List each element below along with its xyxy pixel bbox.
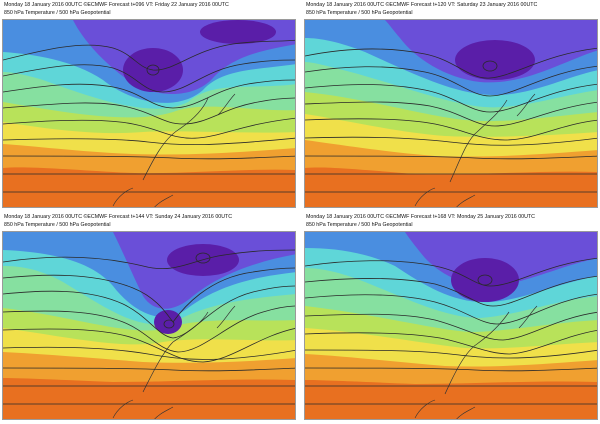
panel-title: Monday 18 January 2016 00UTC ©ECMWF Fore… [4,214,233,220]
geopotential-contours [3,249,295,405]
map-graphic [3,232,295,419]
weather-map [304,231,598,420]
coastline [112,187,174,207]
weather-map [304,19,598,208]
panel-subtitle: 850 hPa Temperature / 500 hPa Geopotenti… [4,9,111,16]
geopotential-contours [3,39,295,193]
coastline [414,187,476,207]
geopotential-contours [305,257,597,405]
cold-core [455,40,535,80]
panel-subtitle: 850 hPa Temperature / 500 hPa Geopotenti… [306,221,413,228]
panel-title: Monday 18 January 2016 00UTC ©ECMWF Fore… [306,214,535,220]
low-center [482,60,498,72]
low-center [477,274,493,286]
coastline [449,93,536,183]
forecast-panel: Monday 18 January 2016 00UTC ©ECMWF Fore… [2,2,296,208]
cold-core-north [200,20,276,44]
coastline [112,399,174,419]
panel-subtitle: 850 hPa Temperature / 500 hPa Geopotenti… [306,9,413,16]
map-graphic [305,20,597,207]
cold-core [154,310,182,334]
coastline [444,305,538,395]
panel-header: Monday 18 January 2016 00UTC ©ECMWF Fore… [306,214,598,230]
weather-map [2,19,296,208]
panel-header: Monday 18 January 2016 00UTC ©ECMWF Fore… [306,2,598,18]
panel-header: Monday 18 January 2016 00UTC ©ECMWF Fore… [4,214,296,230]
forecast-panel: Monday 18 January 2016 00UTC ©ECMWF Fore… [2,214,296,420]
weather-map [2,231,296,420]
panel-subtitle: 850 hPa Temperature / 500 hPa Geopotenti… [4,221,111,228]
low-center [195,252,211,264]
low-center [163,319,175,329]
panel-header: Monday 18 January 2016 00UTC ©ECMWF Fore… [4,2,296,18]
map-graphic [305,232,597,419]
geopotential-contours [305,47,597,193]
panel-title: Monday 18 January 2016 00UTC ©ECMWF Fore… [306,2,538,8]
forecast-panel: Monday 18 January 2016 00UTC ©ECMWF Fore… [304,2,598,208]
low-center [146,64,160,76]
panel-title: Monday 18 January 2016 00UTC ©ECMWF Fore… [4,2,229,8]
cold-core [451,258,519,302]
forecast-panel: Monday 18 January 2016 00UTC ©ECMWF Fore… [304,214,598,420]
coastline [142,93,236,181]
coastline [414,399,476,419]
map-graphic [3,20,295,207]
